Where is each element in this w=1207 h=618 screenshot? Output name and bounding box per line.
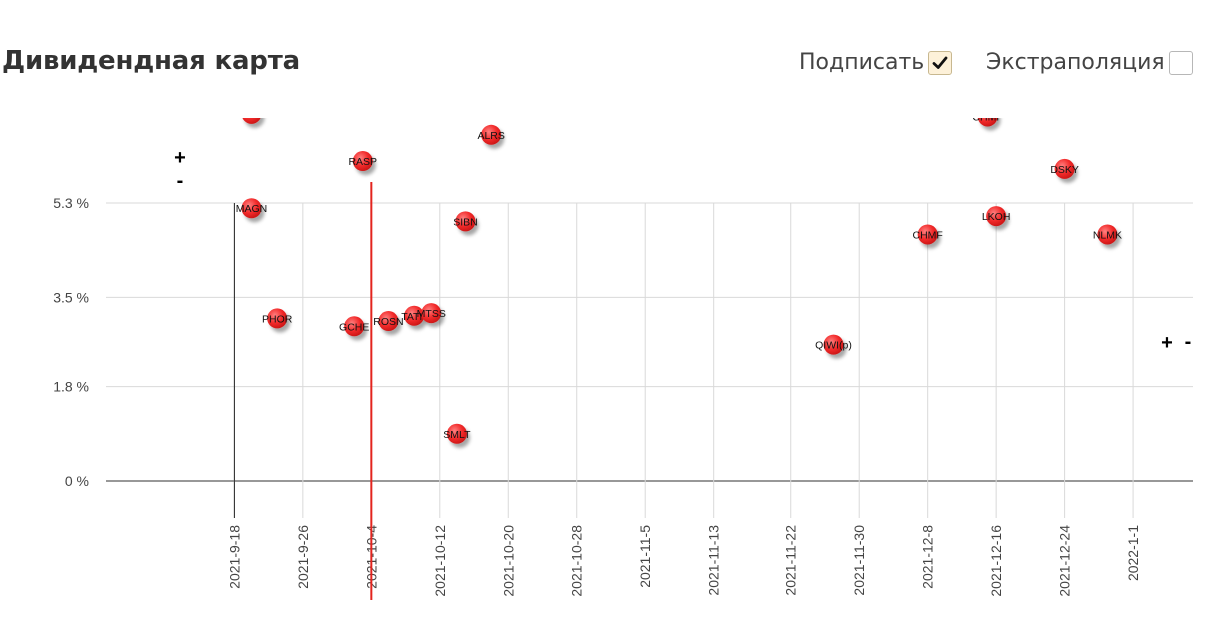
y-tick-label: 5.3 % [53,195,89,211]
x-tick-label: 2021-11-5 [637,525,653,588]
point-label: MAGN [236,203,268,215]
x-tick-label: 2021-9-26 [295,525,311,589]
point-label: ALRS [477,130,504,142]
point-marker [823,334,844,355]
point-marker [378,311,399,332]
point-marker [481,124,502,145]
data-point: TATN [401,305,427,326]
data-point: PHOR [262,308,293,329]
point-label: SMLT [443,429,471,441]
point-label: NLMK [1093,229,1122,241]
x-tick-label: 2021-11-13 [706,525,722,596]
x-tick-label: 2021-10-20 [500,525,516,597]
point-marker [344,316,365,337]
x-tick-label: 2021-12-16 [988,525,1004,597]
point-label: MTSS [417,308,446,320]
x-tick-label: 2021-12-8 [920,525,936,589]
data-point: CHMF [972,111,1003,127]
x-tick-label: 2021-9-18 [226,525,242,589]
data-point: QIWI(p) [815,334,852,355]
data-point: ROSN [373,311,404,332]
x-tick-label: 2021-12-24 [1057,525,1073,597]
x-tick-label: 2021-11-30 [851,525,867,596]
y-tick-label: 0 % [65,473,89,489]
label-checkbox[interactable] [928,50,953,75]
point-marker [241,198,262,219]
x-tick-label: 2022-1-1 [1125,525,1141,581]
point-marker [986,206,1007,227]
point-label: RASP [348,156,377,168]
label-option[interactable]: Подписать [799,50,953,75]
point-marker [1054,158,1075,179]
y-tick-label: 3.5 % [53,289,89,305]
x-tick-label: 2021-10-28 [569,525,585,597]
data-point [242,118,261,124]
point-marker [977,118,998,127]
data-point: NLMK [1093,224,1122,245]
data-point: LKOH [982,206,1011,227]
extrapolation-checkbox[interactable] [1168,50,1193,75]
data-point: ALRS [477,124,505,145]
point-marker [455,211,476,232]
checkmark-icon [932,56,948,69]
point-marker [242,118,261,124]
x-tick-label: 2021-10-12 [432,525,448,597]
x-tick-label: 2021-11-22 [783,525,799,596]
data-point: MTSS [417,303,446,324]
point-label: SIBN [453,216,478,228]
point-label: ROSN [373,316,403,328]
label-option-text: Подписать [799,50,925,75]
data-point: DSKY [1050,158,1079,179]
point-label: CHMF [913,229,943,241]
point-label: LKOH [982,211,1011,223]
point-label: DSKY [1050,164,1079,176]
data-point: GCHE [339,316,369,337]
point-label: GCHE [339,321,369,333]
zoom-in-left-button[interactable]: + [174,147,186,169]
data-point: SIBN [453,211,478,232]
point-marker [421,303,442,324]
point-marker [404,305,425,326]
zoom-out-right-button[interactable]: - [1185,331,1192,353]
point-label: TATN [401,311,427,323]
zoom-out-left-button[interactable]: - [177,170,184,192]
data-point: MAGN [236,198,268,219]
data-point: SMLT [443,423,471,444]
data-point: RASP [348,151,377,172]
point-marker [267,308,288,329]
point-marker [1097,224,1118,245]
extrapolation-option-text: Экстраполяция [986,50,1165,75]
point-label: QIWI(p) [815,340,852,352]
y-tick-label: 1.8 % [53,379,89,395]
data-point: CHMF [913,224,943,245]
zoom-in-right-button[interactable]: + [1161,332,1173,354]
page-title: Дивидендная карта [2,46,300,76]
point-marker [352,151,373,172]
point-label: PHOR [262,313,293,325]
point-marker [446,423,467,444]
point-label: CHMF [972,111,1002,123]
extrapolation-option[interactable]: Экстраполяция [986,50,1193,75]
point-marker [917,224,938,245]
